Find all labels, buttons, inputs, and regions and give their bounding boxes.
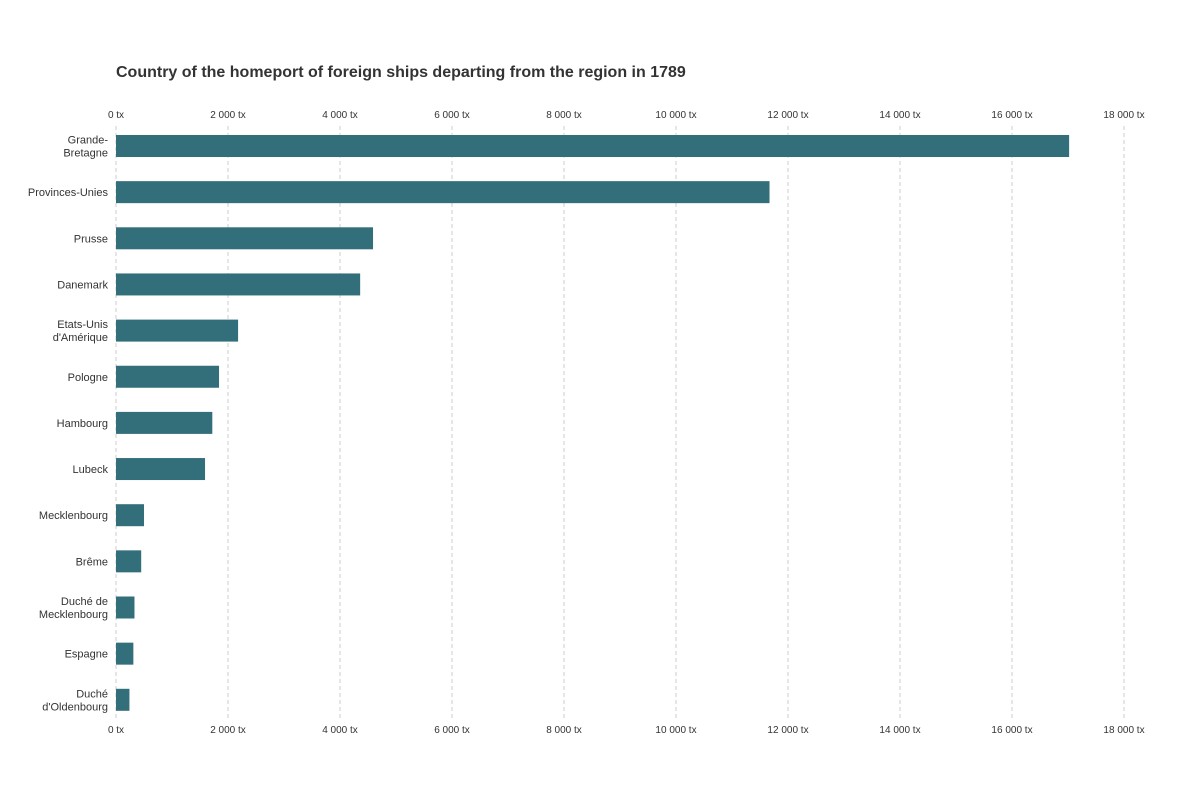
category-label-line: Pologne [68, 372, 108, 384]
category-label-line: Danemark [57, 279, 108, 291]
category-label-line: Etats-Unis [57, 319, 108, 331]
x-tick-label: 16 000 tx [991, 110, 1032, 121]
category-label-line: Duché [76, 688, 108, 700]
x-tick-label: 14 000 tx [879, 110, 920, 121]
category-label-line: Mecklenbourg [39, 510, 108, 522]
category-label: Espagne [65, 649, 108, 661]
category-label: Provinces-Unies [28, 187, 109, 199]
category-label: Hambourg [57, 418, 108, 430]
x-tick-label: 4 000 tx [322, 110, 358, 121]
x-tick-label: 18 000 tx [1103, 725, 1144, 736]
category-label: Danemark [57, 279, 108, 291]
gridlines [115, 126, 1125, 720]
category-label: Duché d'Oldenbourg [42, 688, 108, 713]
category-label-line: Mecklenbourg [39, 609, 108, 621]
category-label: Lubeck [73, 464, 109, 476]
category-label-line: Brême [76, 556, 108, 568]
x-tick-label: 6 000 tx [434, 110, 470, 121]
category-label-line: Provinces-Unies [28, 187, 109, 199]
x-tick-label: 6 000 tx [434, 725, 470, 736]
bar [116, 642, 134, 665]
category-label: Grande-Bretagne [63, 135, 108, 160]
x-tick-label: 2 000 tx [210, 110, 246, 121]
category-label: Etats-Unis d'Amérique [53, 319, 109, 344]
x-tick-label: 0 tx [108, 725, 124, 736]
bar [116, 181, 770, 204]
category-label-line: Bretagne [63, 148, 108, 160]
x-tick-label: 18 000 tx [1103, 110, 1144, 121]
x-tick-label: 10 000 tx [655, 725, 696, 736]
x-tick-label: 8 000 tx [546, 725, 582, 736]
x-tick-label: 0 tx [108, 110, 124, 121]
bar [116, 458, 206, 481]
category-label-line: d'Oldenbourg [42, 701, 108, 713]
category-label-line: Duché de [61, 596, 108, 608]
x-tick-label: 2 000 tx [210, 725, 246, 736]
bar [116, 273, 361, 296]
category-label-line: Hambourg [57, 418, 108, 430]
y-axis-labels: Grande-Bretagne Provinces-Unies Prusse Dane… [28, 135, 109, 714]
category-label-line: Prusse [74, 233, 108, 245]
x-tick-label: 12 000 tx [767, 110, 808, 121]
category-label: Prusse [74, 233, 108, 245]
category-label-line: Grande- [68, 135, 109, 147]
bar [116, 135, 1070, 157]
category-label: Pologne [68, 372, 108, 384]
bar [116, 504, 144, 527]
bar [116, 227, 374, 250]
bars [116, 135, 1070, 711]
x-axis-top: 0 tx 2 000 tx 4 000 tx 6 000 tx 8 000 tx 10 0… [108, 110, 1145, 121]
x-tick-label: 12 000 tx [767, 725, 808, 736]
x-tick-label: 10 000 tx [655, 110, 696, 121]
bar [116, 411, 213, 434]
category-label-line: Lubeck [73, 464, 109, 476]
x-tick-label: 4 000 tx [322, 725, 358, 736]
bar [116, 688, 130, 711]
category-label-line: d'Amérique [53, 332, 108, 344]
x-axis-bottom: 0 tx 2 000 tx 4 000 tx 6 000 tx 8 000 tx 10 0… [108, 725, 1145, 736]
bar [116, 319, 239, 342]
category-label: Duché de Mecklenbourg [39, 596, 108, 621]
x-tick-label: 16 000 tx [991, 725, 1032, 736]
x-tick-label: 8 000 tx [546, 110, 582, 121]
x-tick-label: 14 000 tx [879, 725, 920, 736]
category-label-line: Espagne [65, 649, 108, 661]
category-label: Brême [76, 556, 108, 568]
bar [116, 365, 220, 388]
bar [116, 550, 142, 573]
bar [116, 596, 135, 619]
category-label: Mecklenbourg [39, 510, 108, 522]
chart-title: Country of the homeport of foreign ships… [116, 64, 686, 81]
